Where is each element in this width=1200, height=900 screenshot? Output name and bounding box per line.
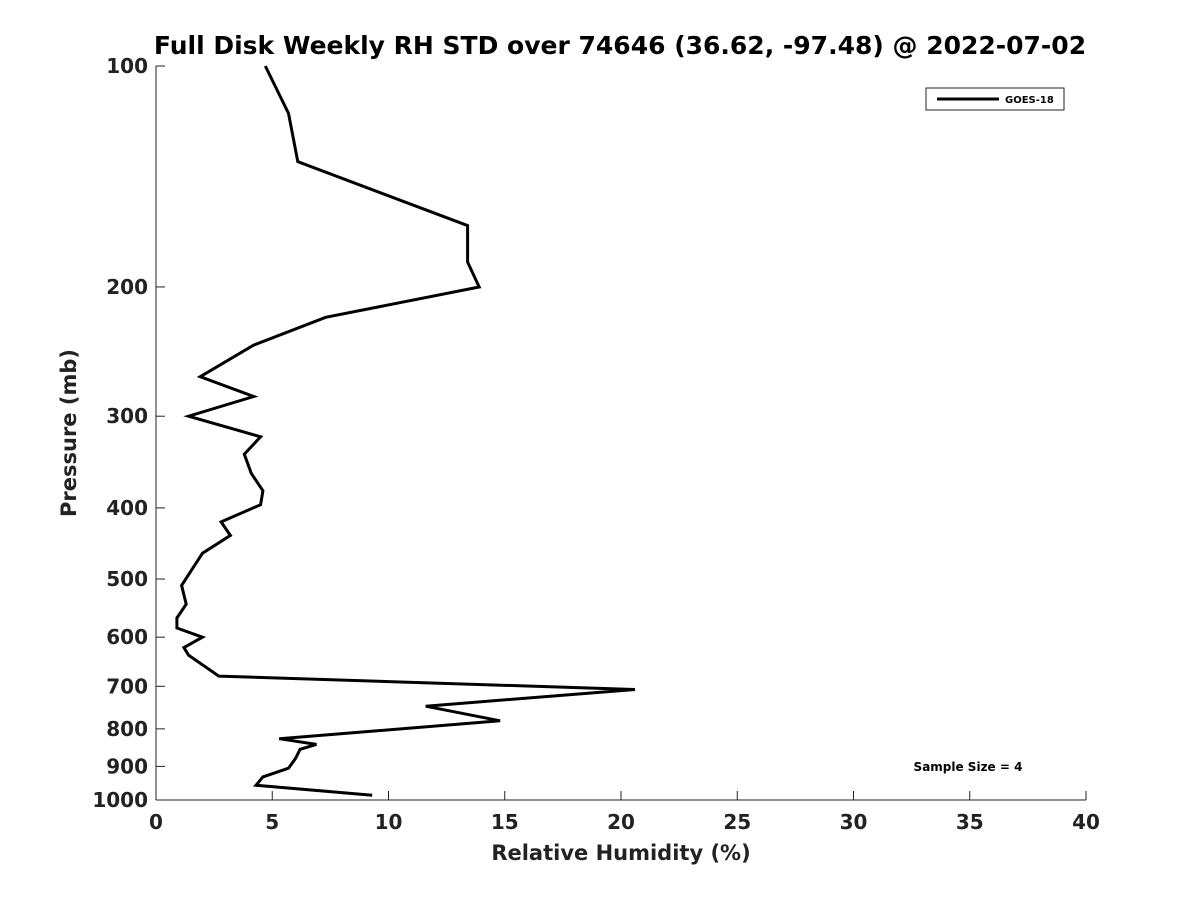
x-tick-label: 40: [1072, 810, 1100, 834]
y-tick-label: 700: [106, 674, 148, 698]
y-tick-label: 800: [106, 717, 148, 741]
data-point-0-23: [202, 637, 203, 638]
data-point-0-0: [265, 66, 266, 67]
y-tick-label: 1000: [92, 788, 148, 812]
legend: GOES-18: [925, 87, 1065, 111]
data-point-0-34: [288, 768, 289, 769]
data-point-0-12: [244, 454, 245, 455]
sample-size-annotation: Sample Size = 4: [914, 760, 1023, 774]
data-point-0-2: [297, 161, 298, 162]
data-point-0-36: [256, 785, 257, 786]
y-tick-label: 400: [106, 496, 148, 520]
data-point-0-17: [230, 535, 231, 536]
data-point-0-28: [425, 706, 426, 707]
data-point-0-18: [202, 553, 203, 554]
data-point-0-9: [253, 396, 254, 397]
data-point-0-5: [479, 287, 480, 288]
x-axis-label: Relative Humidity (%): [491, 841, 750, 865]
x-tick-label: 15: [491, 810, 519, 834]
data-point-0-4: [467, 262, 468, 263]
y-tick-label: 200: [106, 275, 148, 299]
chart-title: Full Disk Weekly RH STD over 74646 (36.6…: [154, 31, 1086, 60]
y-tick-label: 300: [106, 404, 148, 428]
data-point-0-19: [181, 585, 182, 586]
data-point-0-20: [186, 604, 187, 605]
y-axis-ticks: 100 200 300 400 500 600 700 800 900 1000: [92, 54, 165, 812]
data-point-0-10: [188, 416, 189, 417]
y-axis-label: Pressure (mb): [57, 349, 81, 517]
data-point-0-30: [279, 738, 280, 739]
data-point-0-24: [183, 647, 184, 648]
data-point-0-31: [316, 744, 317, 745]
data-point-0-26: [218, 676, 219, 677]
y-tick-label: 100: [106, 54, 148, 78]
data-point-0-35: [262, 776, 263, 777]
series-layer: [175, 65, 636, 797]
x-tick-label: 30: [840, 810, 868, 834]
data-point-0-37: [372, 795, 373, 796]
x-tick-label: 25: [723, 810, 751, 834]
data-point-0-27: [635, 689, 636, 690]
x-tick-label: 0: [149, 810, 163, 834]
y-tick-label: 900: [106, 754, 148, 778]
x-tick-label: 35: [956, 810, 984, 834]
y-tick-label: 600: [106, 625, 148, 649]
data-point-0-11: [260, 436, 261, 437]
data-point-0-22: [176, 628, 177, 629]
data-point-0-1: [288, 113, 289, 114]
y-tick-label: 500: [106, 567, 148, 591]
data-point-0-8: [200, 376, 201, 377]
x-tick-label: 10: [375, 810, 403, 834]
data-point-0-3: [467, 225, 468, 226]
data-point-0-14: [262, 490, 263, 491]
data-point-0-6: [325, 317, 326, 318]
data-point-0-21: [176, 618, 177, 619]
x-tick-label: 5: [265, 810, 279, 834]
legend-label-goes-18: GOES-18: [1005, 95, 1054, 106]
data-point-0-15: [260, 504, 261, 505]
series-line-0: [175, 65, 636, 797]
x-axis-ticks: 0 5 10 15 20 25 30 35 40: [149, 791, 1100, 834]
x-tick-label: 20: [607, 810, 635, 834]
data-point-0-16: [221, 521, 222, 522]
data-point-0-33: [295, 758, 296, 759]
data-point-0-7: [253, 345, 254, 346]
data-point-0-13: [251, 473, 252, 474]
data-point-0-32: [300, 749, 301, 750]
data-point-0-29: [500, 720, 501, 721]
data-point-0-25: [188, 655, 189, 656]
